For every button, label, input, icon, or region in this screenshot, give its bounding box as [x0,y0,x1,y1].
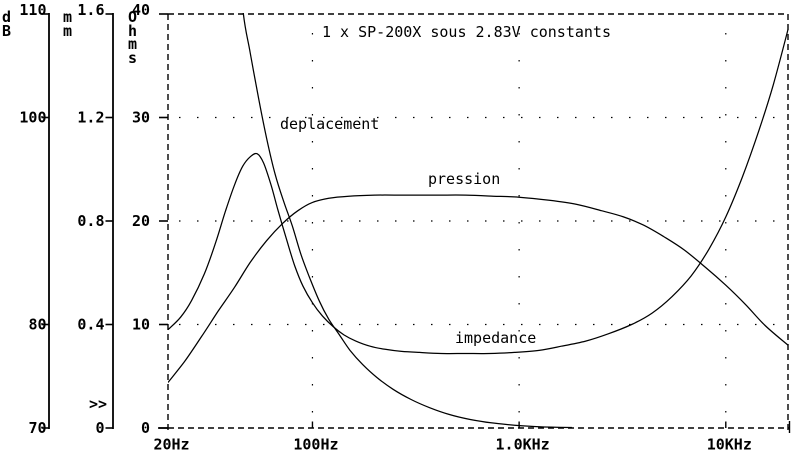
x-tick-label-100Hz: 100Hz [293,436,338,453]
series-label-pression: pression [428,170,501,188]
displacement-tick-label: 0.8 [77,212,104,230]
impedance-tick-label: 20 [132,212,150,230]
displacement-tick-label: 0.4 [77,316,104,334]
spl-tick-label: 70 [28,419,46,437]
displacement-tick-label: 1.6 [77,1,104,19]
series-label-deplacement: deplacement [280,115,380,133]
impedance-tick-label: 40 [132,1,150,19]
spl-tick-label: 80 [28,316,46,334]
impedance-tick-label: 0 [141,419,150,437]
impedance-tick-label: 10 [132,316,150,334]
x-tick-label-1.0KHz: 1.0KHz [496,436,550,453]
x-tick-label-20Hz: 20Hz [153,436,189,453]
impedance-curve [168,29,789,355]
pression-curve [168,194,789,383]
displacement-tick-label: 1.2 [77,109,104,127]
mm-axis-continuation-marker: >> [89,395,108,413]
series-label-impedance: impedance [455,329,537,347]
y-axis-unit-db: d B [2,8,12,40]
impedance-tick-label: 30 [132,109,150,127]
chart-title: 1 x SP-200X sous 2.83V constants [322,23,611,41]
displacement-tick-label: 0 [95,419,104,437]
x-tick-label-10KHz: 10KHz [707,436,752,453]
deplacement-curve [242,13,572,429]
spl-tick-label: 110 [19,1,46,19]
y-axis-unit-mm: m m [63,8,73,40]
y-axis-unit-ohms: O h m s [128,8,138,67]
spl-tick-label: 100 [19,109,46,127]
